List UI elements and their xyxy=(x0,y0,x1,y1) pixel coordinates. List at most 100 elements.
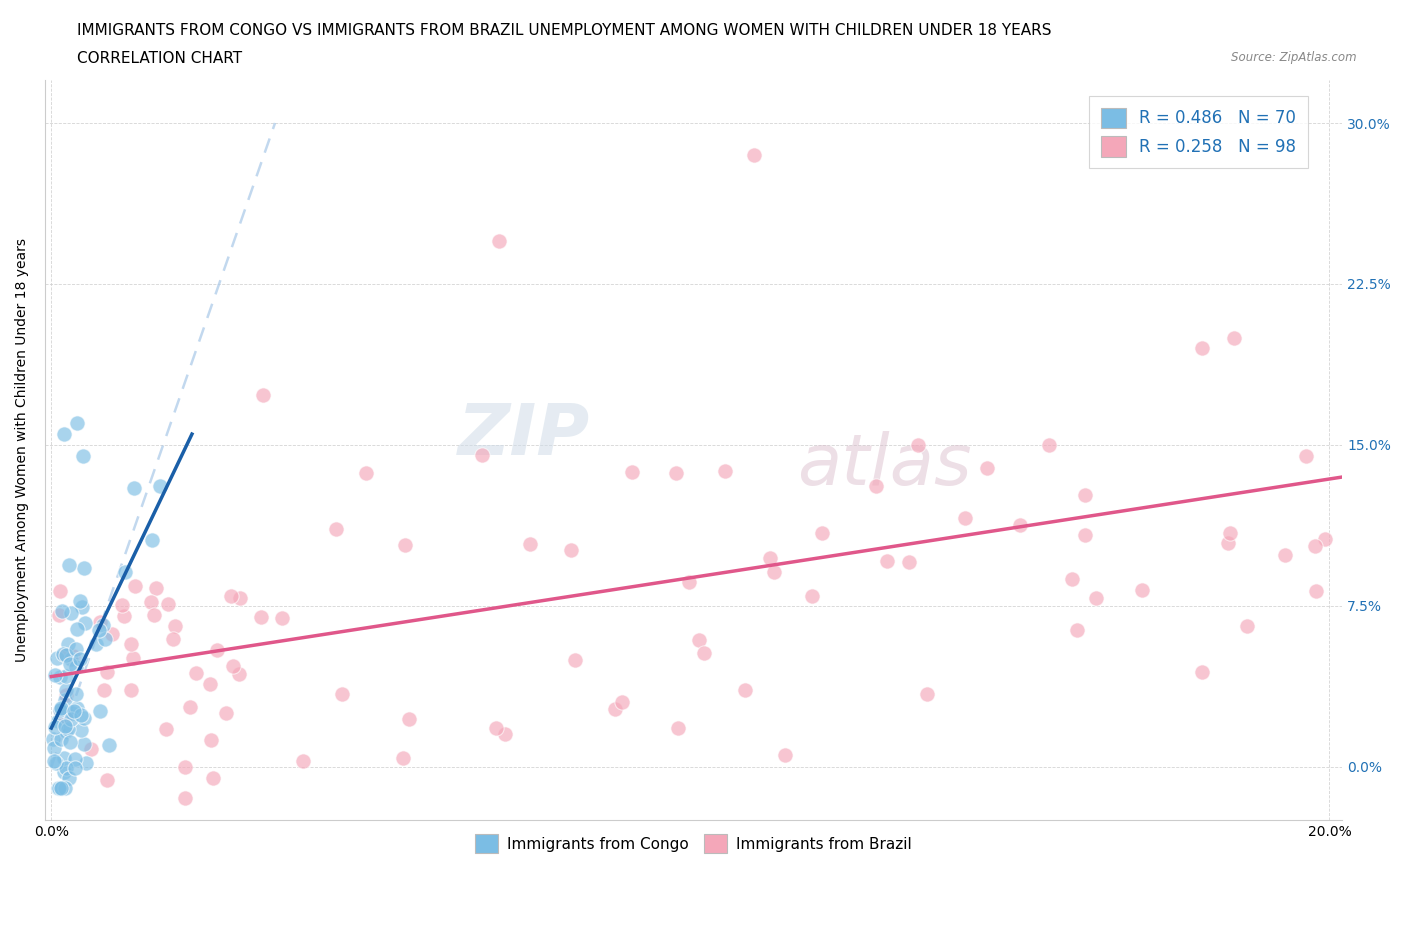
Point xyxy=(485,720,508,735)
Point xyxy=(205,643,228,658)
Point xyxy=(229,591,252,605)
Point xyxy=(907,438,929,453)
Point xyxy=(53,719,76,734)
Point xyxy=(69,708,91,723)
Point xyxy=(179,699,201,714)
Point xyxy=(42,741,65,756)
Point xyxy=(325,522,347,537)
Point xyxy=(865,479,887,494)
Point xyxy=(53,751,76,765)
Point xyxy=(693,646,716,661)
Point xyxy=(976,460,998,475)
Point xyxy=(1274,548,1296,563)
Point xyxy=(173,760,195,775)
Point xyxy=(714,464,737,479)
Point xyxy=(494,726,516,741)
Point xyxy=(63,761,86,776)
Point xyxy=(55,693,77,708)
Point xyxy=(56,636,79,651)
Point xyxy=(665,466,688,481)
Point xyxy=(610,695,633,710)
Point xyxy=(49,670,72,684)
Point xyxy=(96,665,118,680)
Point xyxy=(51,701,73,716)
Point xyxy=(66,700,89,715)
Point xyxy=(219,589,242,604)
Point xyxy=(65,659,87,674)
Point xyxy=(70,722,93,737)
Point xyxy=(897,554,920,569)
Point xyxy=(91,618,114,632)
Point xyxy=(69,652,91,667)
Point xyxy=(354,466,377,481)
Point xyxy=(564,653,586,668)
Point xyxy=(69,593,91,608)
Point xyxy=(55,669,77,684)
Point xyxy=(471,447,494,462)
Point xyxy=(488,233,510,248)
Point xyxy=(1303,539,1326,554)
Point xyxy=(52,646,75,661)
Point xyxy=(112,608,135,623)
Point xyxy=(55,683,77,698)
Y-axis label: Unemployment Among Women with Children Under 18 years: Unemployment Among Women with Children U… xyxy=(15,238,30,662)
Point xyxy=(398,711,420,726)
Point xyxy=(46,713,69,728)
Point xyxy=(73,616,96,631)
Point xyxy=(48,780,70,795)
Point xyxy=(58,771,80,786)
Point xyxy=(70,600,93,615)
Point xyxy=(678,575,700,590)
Point xyxy=(49,780,72,795)
Text: atlas: atlas xyxy=(797,431,972,499)
Point xyxy=(55,647,77,662)
Point xyxy=(63,704,86,719)
Point xyxy=(49,703,72,718)
Text: CORRELATION CHART: CORRELATION CHART xyxy=(77,51,242,66)
Point xyxy=(55,761,77,776)
Point xyxy=(66,621,89,636)
Point xyxy=(744,148,766,163)
Point xyxy=(122,650,145,665)
Point xyxy=(915,686,938,701)
Point xyxy=(173,790,195,805)
Point xyxy=(111,597,134,612)
Point xyxy=(141,532,163,547)
Point xyxy=(800,589,823,604)
Point xyxy=(55,688,77,703)
Point xyxy=(1236,618,1258,633)
Point xyxy=(1218,535,1240,550)
Point xyxy=(96,773,118,788)
Point xyxy=(198,677,221,692)
Point xyxy=(62,649,84,664)
Point xyxy=(124,480,146,495)
Point xyxy=(89,615,111,630)
Point xyxy=(120,683,142,698)
Legend: Immigrants from Congo, Immigrants from Brazil: Immigrants from Congo, Immigrants from B… xyxy=(468,827,920,861)
Point xyxy=(53,709,76,724)
Point xyxy=(186,665,208,680)
Point xyxy=(93,683,115,698)
Point xyxy=(155,722,177,737)
Point xyxy=(97,737,120,752)
Point xyxy=(202,771,225,786)
Point xyxy=(49,702,72,717)
Point xyxy=(621,465,644,480)
Point xyxy=(120,636,142,651)
Point xyxy=(143,607,166,622)
Point xyxy=(228,666,250,681)
Point xyxy=(271,611,294,626)
Point xyxy=(292,753,315,768)
Point xyxy=(763,565,786,579)
Point xyxy=(48,607,70,622)
Point xyxy=(59,651,82,666)
Point xyxy=(75,756,97,771)
Point xyxy=(114,565,136,580)
Text: Source: ZipAtlas.com: Source: ZipAtlas.com xyxy=(1232,51,1357,64)
Point xyxy=(759,551,782,565)
Point xyxy=(519,537,541,551)
Point xyxy=(773,748,796,763)
Point xyxy=(215,706,238,721)
Point xyxy=(60,711,83,726)
Point xyxy=(1038,438,1060,453)
